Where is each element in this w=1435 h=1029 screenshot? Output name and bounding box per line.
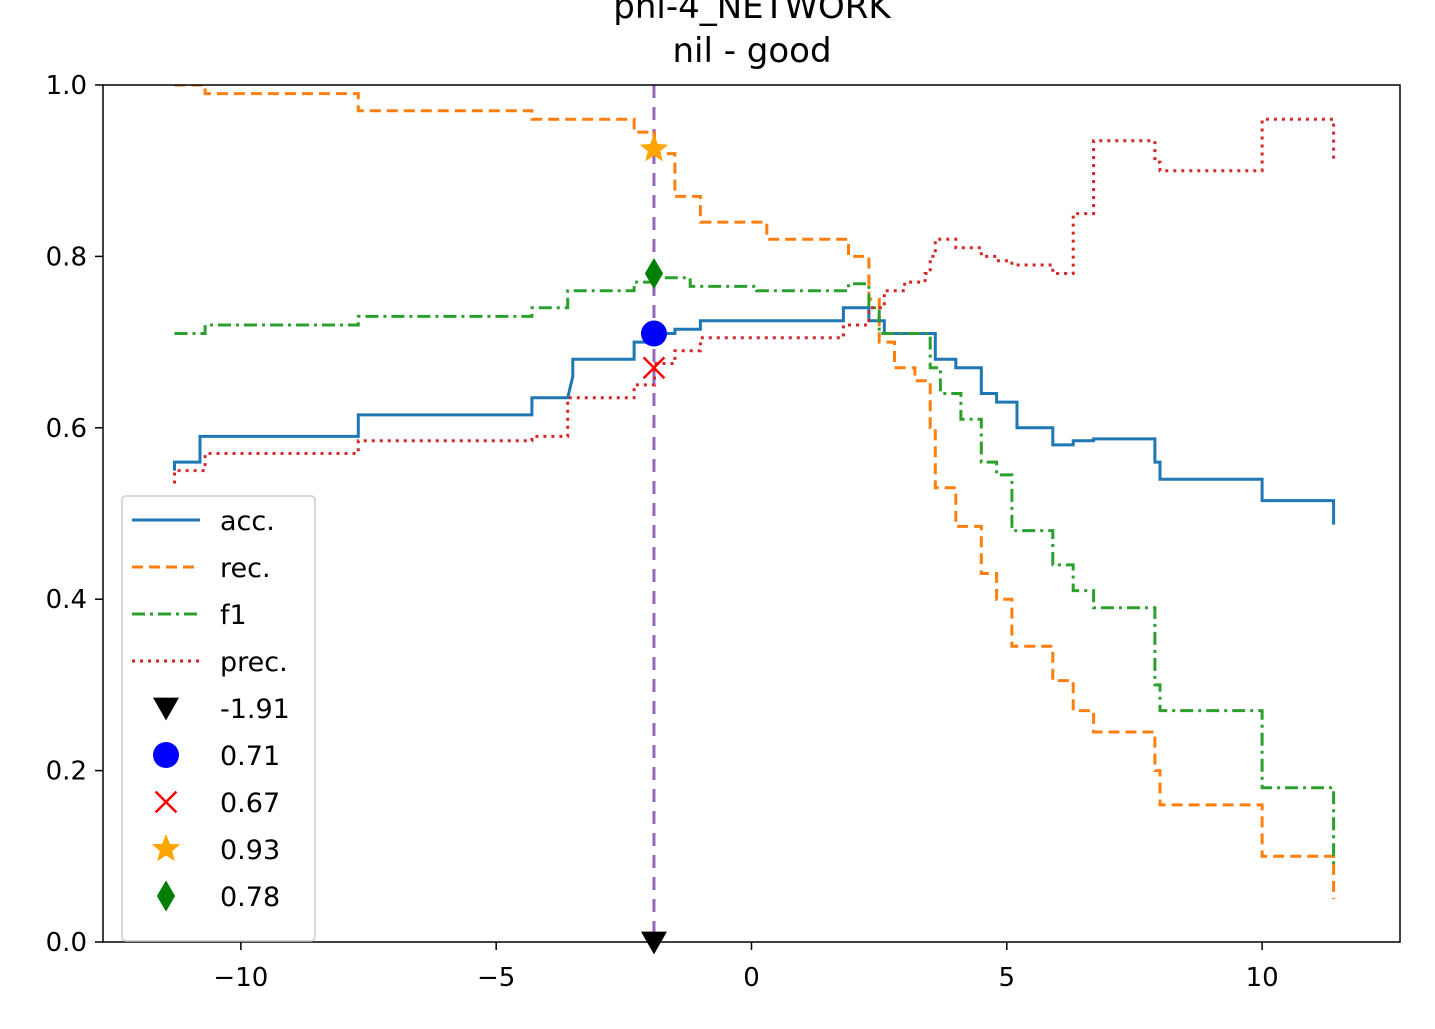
legend-label-prec: prec. [220, 647, 288, 678]
series-line-acc [173, 306, 1336, 525]
legend-marker-x [154, 790, 178, 814]
x-tick-label: −10 [213, 963, 268, 993]
marker-diamond-4 [644, 257, 664, 290]
x-tick-label: 10 [1246, 963, 1279, 993]
legend-label-marker-2: 0.67 [220, 788, 280, 819]
chart-title: phi-4_NETWORK nil - good [613, 0, 892, 71]
plot-area [173, 85, 1336, 955]
marker-star-3 [639, 134, 669, 162]
legend-label-acc: acc. [220, 506, 275, 537]
legend-marker-diamond [156, 880, 176, 912]
series-line-f1 [174, 276, 1336, 865]
marker-circle-1 [640, 320, 667, 347]
x-axis: −10 −5 0 5 10 [213, 942, 1279, 993]
legend: acc. rec. f1 prec. -1.91 0.71 0.67 0.93 0.78 [121, 495, 316, 942]
x-tick-label: 0 [743, 963, 760, 993]
x-tick-label: 5 [999, 963, 1016, 993]
markers [639, 134, 669, 955]
marker-triangle-down-0 [640, 931, 667, 955]
y-tick-label: 0.2 [46, 757, 87, 787]
legend-marker-star [151, 834, 181, 862]
y-axis: 0.0 0.2 0.4 0.6 0.8 1.0 [46, 71, 103, 958]
y-tick-label: 0.6 [46, 414, 87, 444]
legend-marker-triangle-down [153, 697, 179, 721]
legend-marker-circle [153, 742, 179, 768]
legend-label-marker-3: 0.93 [220, 835, 280, 866]
y-tick-label: 0.0 [46, 928, 87, 958]
y-tick-label: 1.0 [46, 71, 87, 101]
y-tick-label: 0.4 [46, 585, 87, 615]
series-line-prec [173, 117, 1336, 484]
legend-label-marker-4: 0.78 [220, 882, 280, 913]
marker-x-2 [642, 356, 666, 380]
legend-label-marker-1: 0.71 [220, 741, 280, 772]
legend-label-rec: rec. [220, 553, 271, 584]
series-line-rec [174, 85, 1336, 900]
x-tick-label: −5 [477, 963, 515, 993]
legend-label-marker-0: -1.91 [220, 694, 290, 725]
chart-title-line-1: phi-4_NETWORK [613, 0, 892, 27]
legend-box [121, 495, 316, 942]
chart-title-line-2: nil - good [672, 31, 831, 71]
legend-label-f1: f1 [220, 600, 247, 631]
y-tick-label: 0.8 [46, 242, 87, 272]
